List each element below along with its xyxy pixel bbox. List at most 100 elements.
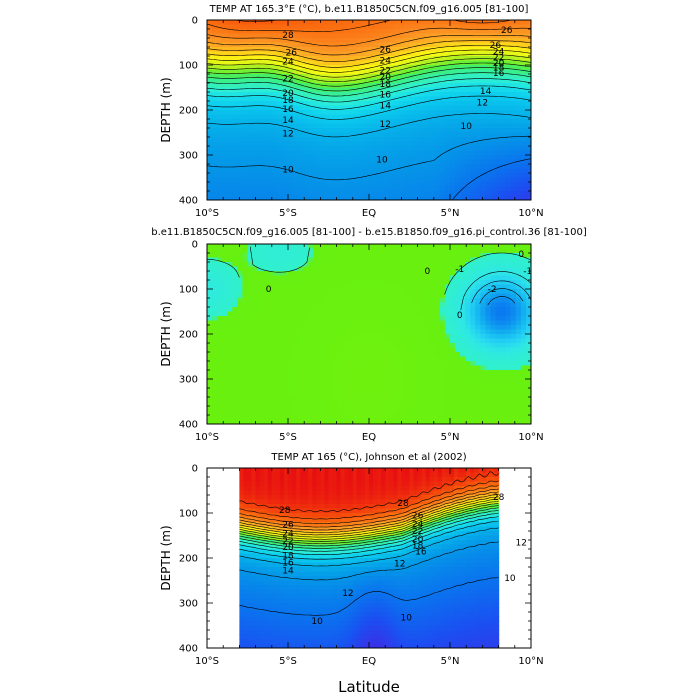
contour-cell <box>212 177 218 183</box>
contour-cell <box>212 298 218 304</box>
contour-cell <box>272 33 279 39</box>
contour-cell <box>444 177 451 183</box>
contour-cell <box>242 159 249 165</box>
contour-cell <box>414 69 421 75</box>
contour-cell <box>384 96 390 102</box>
contour-cell <box>358 266 365 272</box>
contour-cell <box>374 248 380 254</box>
contour-cell <box>490 128 497 134</box>
contour-cell <box>323 141 330 147</box>
contour-cell <box>313 311 319 317</box>
contour-cell <box>237 155 244 161</box>
contour-cell <box>262 65 269 71</box>
contour-cell <box>323 415 330 421</box>
contour-cell <box>369 356 375 362</box>
contour-cell <box>470 29 476 35</box>
contour-cell <box>237 159 244 165</box>
contour-cell <box>358 69 365 75</box>
contour-cell <box>207 191 213 197</box>
contour-cell <box>485 96 492 102</box>
contour-cell <box>515 29 522 35</box>
contour-cell <box>460 293 466 299</box>
contour-cell <box>480 257 487 263</box>
contour-cell <box>374 29 380 35</box>
contour-cell <box>338 155 345 161</box>
contour-cell <box>475 96 481 102</box>
contour-cell <box>490 370 497 376</box>
contour-cell <box>262 60 269 66</box>
contour-cell <box>338 141 345 147</box>
contour-cell <box>460 132 466 138</box>
contour-cell <box>277 248 284 254</box>
contour-cell <box>212 262 218 268</box>
contour-cell <box>298 60 304 66</box>
contour-cell <box>465 383 471 389</box>
contour-cell <box>450 155 456 161</box>
contour-cell <box>505 182 512 188</box>
contour-cell <box>384 388 390 394</box>
contour-cell <box>338 186 345 192</box>
contour-cell <box>298 302 304 308</box>
contour-cell <box>470 325 476 331</box>
contour-cell <box>262 38 269 44</box>
contour-cell <box>475 137 481 143</box>
contour-cell <box>389 159 395 165</box>
contour-cell <box>419 137 426 143</box>
contour-cell <box>358 257 365 263</box>
contour-cell <box>313 155 319 161</box>
contour-cell <box>227 329 233 335</box>
contour-cell <box>460 361 466 367</box>
contour-cell <box>232 293 238 299</box>
contour-cell <box>419 195 426 200</box>
contour-cell <box>293 24 299 30</box>
contour-cell <box>384 69 390 75</box>
contour-cell <box>465 316 471 322</box>
contour-cell <box>298 248 304 254</box>
contour-cell <box>470 244 476 250</box>
contour-cell <box>308 352 314 358</box>
contour-cell <box>252 266 259 272</box>
contour-cell <box>272 329 279 335</box>
contour-cell <box>293 334 299 340</box>
contour-cell <box>500 141 507 147</box>
contour-cell <box>480 410 487 416</box>
contour-cell <box>343 383 350 389</box>
contour-cell <box>217 383 223 389</box>
contour-cell <box>384 266 390 272</box>
contour-cell <box>485 51 492 57</box>
contour-cell <box>323 195 330 200</box>
contour-cell <box>298 275 304 281</box>
contour-cell <box>434 388 441 394</box>
contour-cell <box>222 74 228 80</box>
contour-cell <box>404 379 411 385</box>
contour-cell <box>470 401 476 407</box>
contour-cell <box>282 123 289 129</box>
contour-cell <box>303 42 309 48</box>
contour-cell <box>465 365 471 371</box>
contour-cell <box>212 51 218 57</box>
contour-cell <box>293 320 299 326</box>
contour-cell <box>414 320 421 326</box>
contour-cell <box>288 329 294 335</box>
contour-cell <box>460 370 466 376</box>
contour-cell <box>369 132 375 138</box>
contour-cell <box>293 356 299 362</box>
contour-cell <box>434 146 441 152</box>
contour-cell <box>525 29 531 35</box>
contour-cell <box>262 284 269 290</box>
contour-cell <box>480 29 487 35</box>
contour-cell <box>358 365 365 371</box>
contour-cell <box>515 47 522 53</box>
contour-cell <box>369 29 375 35</box>
contour-cell <box>318 361 325 367</box>
contour-cell <box>272 96 279 102</box>
contour-cell <box>369 177 375 183</box>
contour-cell <box>303 51 309 57</box>
contour-cell <box>262 419 269 424</box>
contour-cell <box>338 329 345 335</box>
contour-cell <box>419 186 426 192</box>
contour-cell <box>465 329 471 335</box>
contour-cell <box>515 51 522 57</box>
contour-cell <box>272 186 279 192</box>
contour-cell <box>257 244 264 250</box>
